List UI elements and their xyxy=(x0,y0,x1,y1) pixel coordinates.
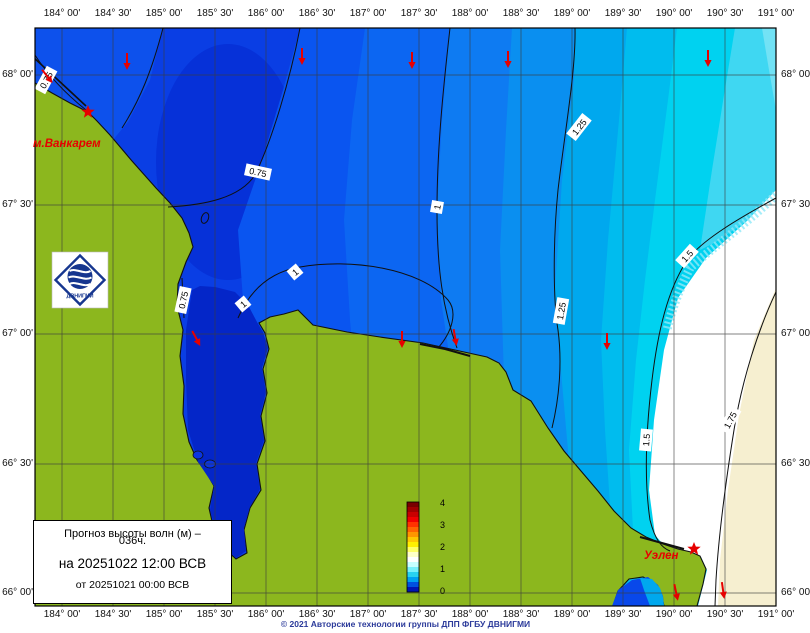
bay-water xyxy=(186,286,268,558)
axis-tick-label: 67° 00' xyxy=(2,328,33,339)
contour-label: 1 xyxy=(238,299,248,310)
forecast-lead-hours: 036ч. xyxy=(118,535,147,547)
sea-wave-height-bands xyxy=(35,28,776,606)
axis-tick-label: 190° 30' xyxy=(706,609,744,620)
axis-tick-label: 189° 00' xyxy=(553,8,591,19)
axis-tick-label: 68° 00' xyxy=(781,69,810,80)
colorbar-tick-label: 3 xyxy=(440,520,445,530)
map-border xyxy=(34,27,777,607)
axis-tick-label: 66° 00' xyxy=(781,587,810,598)
colorbar-tick-label: 2 xyxy=(440,542,445,552)
lagoon-spit xyxy=(35,57,87,107)
axis-tick-label: 185° 30' xyxy=(196,609,234,620)
coastline xyxy=(35,82,707,606)
axis-tick-label: 189° 00' xyxy=(553,609,591,620)
lake xyxy=(192,450,204,460)
colorbar-tick-label: 1 xyxy=(440,564,445,574)
axis-tick-label: 66° 30' xyxy=(781,458,810,469)
axis-tick-label: 184° 00' xyxy=(43,609,81,620)
axis-tick-label: 191° 00' xyxy=(757,8,795,19)
place-label-uelen: Уэлен xyxy=(644,550,679,562)
forecast-title: Прогноз высоты волн (м) – xyxy=(64,528,201,540)
axis-tick-label: 67° 30' xyxy=(2,199,33,210)
forecast-valid-time: на 20251022 12:00 ВСВ xyxy=(58,556,207,571)
wave-height-colorbar: 4 3 2 1 0 xyxy=(406,498,445,596)
axis-tick-label: 185° 00' xyxy=(145,609,183,620)
axis-tick-label: 68° 00' xyxy=(2,69,33,80)
colorbar-tick-label: 0 xyxy=(440,586,445,596)
axis-tick-label: 190° 30' xyxy=(706,8,744,19)
contour-label: 0.75 xyxy=(177,290,190,309)
contour-label: 1.5 xyxy=(641,433,652,446)
axis-tick-label: 186° 30' xyxy=(298,609,336,620)
forecast-issue-time: от 20251021 00:00 ВСВ xyxy=(75,579,190,591)
axis-tick-label: 189° 30' xyxy=(604,8,642,19)
axis-tick-label: 185° 00' xyxy=(145,8,183,19)
contour-label: 1.25 xyxy=(555,302,568,321)
lagoon-spit xyxy=(419,343,471,357)
islet xyxy=(200,212,210,224)
forecast-info-box: Прогноз высоты волн (м) – 036ч. на 20251… xyxy=(33,520,232,604)
agency-logo: ДВНИГМИ xyxy=(51,251,109,309)
axis-tick-label: 190° 00' xyxy=(655,609,693,620)
axis-tick-label: 188° 00' xyxy=(451,609,489,620)
axis-tick-label: 187° 00' xyxy=(349,609,387,620)
axis-tick-label: 187° 30' xyxy=(400,609,438,620)
axis-tick-label: 188° 30' xyxy=(502,609,540,620)
logo-waves xyxy=(68,269,92,287)
land-mass xyxy=(35,82,707,606)
axis-tick-label: 191° 00' xyxy=(757,609,795,620)
contour-label: 1 xyxy=(290,267,300,278)
axis-tick-label: 187° 00' xyxy=(349,8,387,19)
axis-tick-label: 186° 30' xyxy=(298,8,336,19)
axis-tick-label: 188° 00' xyxy=(451,8,489,19)
axis-tick-label: 184° 30' xyxy=(94,609,132,620)
axis-tick-label: 189° 30' xyxy=(604,609,642,620)
axis-tick-label: 184° 00' xyxy=(43,8,81,19)
axis-tick-label: 66° 30' xyxy=(2,458,33,469)
place-label-vankarem: м.Ванкарем xyxy=(33,138,101,150)
axis-tick-label: 66° 00' xyxy=(2,587,33,598)
lagoon-spit xyxy=(639,536,685,550)
axis-tick-label: 184° 30' xyxy=(94,8,132,19)
axis-tick-label: 187° 30' xyxy=(400,8,438,19)
axis-tick-label: 188° 30' xyxy=(502,8,540,19)
axis-tick-label: 190° 00' xyxy=(655,8,693,19)
logo-chevron xyxy=(75,300,85,305)
logo-text: ДВНИГМИ xyxy=(67,294,94,300)
axis-tick-label: 67° 00' xyxy=(781,328,810,339)
axis-tick-label: 67° 30' xyxy=(781,199,810,210)
copyright-line: © 2021 Авторские технологии группы ДПП Ф… xyxy=(280,619,531,629)
colorbar-tick-label: 4 xyxy=(440,498,445,508)
contour-label: 1 xyxy=(432,204,443,211)
axis-tick-label: 186° 00' xyxy=(247,8,285,19)
axis-tick-label: 185° 30' xyxy=(196,8,234,19)
axis-tick-label: 186° 00' xyxy=(247,609,285,620)
contour-label: 0.75 xyxy=(248,166,267,179)
strait-water-band xyxy=(640,578,664,606)
